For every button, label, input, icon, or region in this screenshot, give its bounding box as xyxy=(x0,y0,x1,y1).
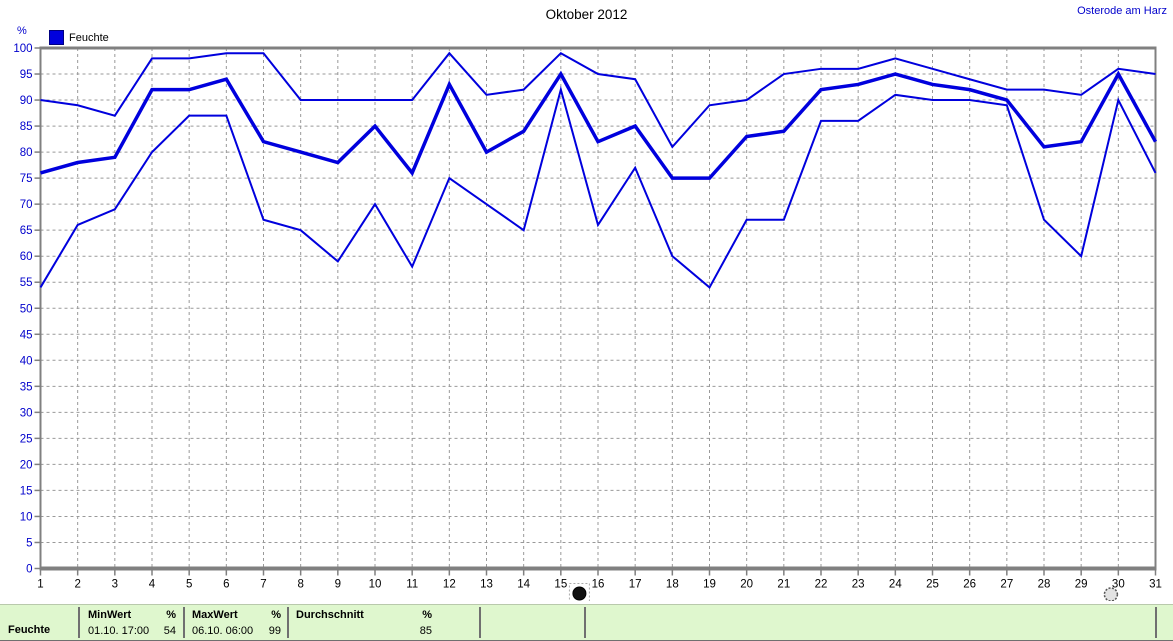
y-tick-label: 60 xyxy=(20,251,33,263)
x-tick-label: 12 xyxy=(443,579,456,591)
y-tick-label: 40 xyxy=(20,355,33,367)
summary-divider xyxy=(287,607,289,638)
x-tick-label: 2 xyxy=(74,579,80,591)
x-tick-label: 17 xyxy=(629,579,642,591)
x-tick-label: 10 xyxy=(369,579,382,591)
y-tick-label: 75 xyxy=(20,173,33,185)
x-tick-label: 7 xyxy=(260,579,266,591)
legend: Feuchte xyxy=(49,30,109,45)
station-name: Osterode am Harz xyxy=(1077,5,1167,17)
minwert-value: 54 xyxy=(163,625,176,637)
y-tick-label: 65 xyxy=(20,225,33,237)
legend-swatch-icon xyxy=(49,30,64,45)
y-tick-label: 70 xyxy=(20,199,33,211)
chart-title: Oktober 2012 xyxy=(545,7,628,22)
humidity-chart: 0510152025303540455055606570758085909510… xyxy=(13,43,1162,601)
x-tick-label: 14 xyxy=(517,579,530,591)
x-tick-label: 29 xyxy=(1075,579,1088,591)
x-tick-label: 9 xyxy=(335,579,341,591)
x-tick-label: 23 xyxy=(852,579,865,591)
minwert-column: MinWert % 01.10. 17:00 54 xyxy=(88,608,176,638)
summary-divider xyxy=(584,607,586,638)
minwert-header: MinWert xyxy=(88,609,132,621)
x-tick-label: 19 xyxy=(703,579,716,591)
series-min-line xyxy=(39,85,1157,289)
x-tick-label: 5 xyxy=(186,579,192,591)
summary-series-label: Feuchte xyxy=(8,624,51,636)
x-tick-label: 20 xyxy=(740,579,753,591)
y-tick-label: 15 xyxy=(20,485,33,497)
x-tick-label: 3 xyxy=(112,579,118,591)
x-tick-label: 28 xyxy=(1038,579,1051,591)
x-tick-label: 18 xyxy=(666,579,679,591)
maxwert-column: MaxWert % 06.10. 06:00 99 xyxy=(192,608,281,638)
series-max-line xyxy=(40,51,1156,149)
new-moon-icon xyxy=(572,586,587,601)
y-tick-label: 5 xyxy=(26,537,32,549)
x-tick-label: 30 xyxy=(1112,579,1125,591)
y-tick-label: 100 xyxy=(13,43,32,55)
x-tick-label: 27 xyxy=(1000,579,1013,591)
x-tick-label: 31 xyxy=(1149,579,1162,591)
y-tick-label: 55 xyxy=(20,277,33,289)
minwert-unit: % xyxy=(166,609,176,621)
y-tick-label: 35 xyxy=(20,381,33,393)
durchschnitt-column: Durchschnitt % 85 xyxy=(296,608,432,638)
y-tick-label: 25 xyxy=(20,433,33,445)
y-axis-unit-label: % xyxy=(17,25,27,37)
x-tick-label: 15 xyxy=(554,579,567,591)
y-tick-label: 95 xyxy=(20,69,33,81)
series-durchschnitt-line xyxy=(40,70,1158,180)
summary-divider xyxy=(78,607,80,638)
y-tick-label: 0 xyxy=(26,564,32,576)
y-tick-label: 45 xyxy=(20,329,33,341)
summary-divider xyxy=(1155,607,1157,638)
maxwert-unit: % xyxy=(271,609,281,621)
x-tick-label: 4 xyxy=(149,579,156,591)
y-tick-label: 85 xyxy=(20,121,33,133)
x-tick-label: 24 xyxy=(889,579,902,591)
full-moon-icon xyxy=(1103,587,1119,601)
x-tick-label: 25 xyxy=(926,579,939,591)
durchschnitt-value: 85 xyxy=(419,625,432,637)
durchschnitt-unit: % xyxy=(422,609,432,621)
maxwert-value: 99 xyxy=(268,625,281,637)
summary-divider xyxy=(479,607,481,638)
x-tick-label: 8 xyxy=(297,579,303,591)
legend-label: Feuchte xyxy=(69,31,109,44)
minwert-datetime: 01.10. 17:00 xyxy=(88,625,150,637)
x-tick-label: 13 xyxy=(480,579,493,591)
x-tick-label: 16 xyxy=(592,579,605,591)
summary-divider xyxy=(183,607,185,638)
maxwert-datetime: 06.10. 06:00 xyxy=(192,625,254,637)
y-tick-label: 20 xyxy=(20,459,33,471)
x-tick-label: 6 xyxy=(223,579,229,591)
durchschnitt-header: Durchschnitt xyxy=(296,609,364,621)
x-tick-label: 21 xyxy=(777,579,790,591)
x-tick-label: 11 xyxy=(406,579,418,591)
maxwert-header: MaxWert xyxy=(192,609,238,621)
y-tick-label: 30 xyxy=(20,407,33,419)
x-tick-label: 22 xyxy=(815,579,828,591)
x-tick-label: 1 xyxy=(37,579,43,591)
y-tick-label: 50 xyxy=(20,303,33,315)
y-tick-label: 80 xyxy=(20,147,33,159)
y-tick-label: 90 xyxy=(20,95,33,107)
y-tick-label: 10 xyxy=(20,511,33,523)
new-moon-focus-box xyxy=(568,583,590,601)
x-tick-label: 26 xyxy=(963,579,976,591)
summary-bar: Feuchte MinWert % 01.10. 17:00 54 MaxWer… xyxy=(0,604,1173,641)
